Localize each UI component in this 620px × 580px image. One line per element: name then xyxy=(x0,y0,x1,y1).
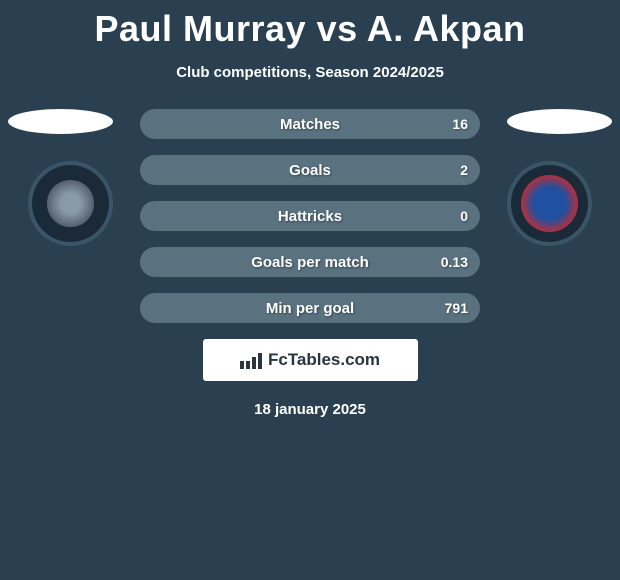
stat-right-value: 2 xyxy=(460,162,468,178)
player-right-avatar xyxy=(507,109,612,134)
stats-list: Matches 16 Goals 2 Hattricks 0 Goals per… xyxy=(140,109,480,323)
stat-label: Min per goal xyxy=(266,300,354,317)
page-title: Paul Murray vs A. Akpan xyxy=(0,0,620,50)
stat-right-value: 16 xyxy=(452,116,468,132)
subtitle: Club competitions, Season 2024/2025 xyxy=(0,64,620,81)
club-badge-left xyxy=(28,161,113,246)
date-label: 18 january 2025 xyxy=(0,401,620,418)
stat-label: Matches xyxy=(280,116,340,133)
stat-row: Goals per match 0.13 xyxy=(140,247,480,277)
stat-row: Goals 2 xyxy=(140,155,480,185)
club-badge-right xyxy=(507,161,592,246)
stat-right-value: 0 xyxy=(460,208,468,224)
stat-row: Hattricks 0 xyxy=(140,201,480,231)
stat-label: Goals xyxy=(289,162,331,179)
comparison-area: Matches 16 Goals 2 Hattricks 0 Goals per… xyxy=(0,109,620,323)
logo-text: FcTables.com xyxy=(268,350,380,370)
stat-label: Hattricks xyxy=(278,208,342,225)
site-logo[interactable]: FcTables.com xyxy=(203,339,418,381)
stat-right-value: 0.13 xyxy=(441,254,468,270)
stat-row: Min per goal 791 xyxy=(140,293,480,323)
player-left-avatar xyxy=(8,109,113,134)
stat-label: Goals per match xyxy=(251,254,369,271)
bar-chart-icon xyxy=(240,351,262,369)
stat-right-value: 791 xyxy=(445,300,468,316)
stat-row: Matches 16 xyxy=(140,109,480,139)
